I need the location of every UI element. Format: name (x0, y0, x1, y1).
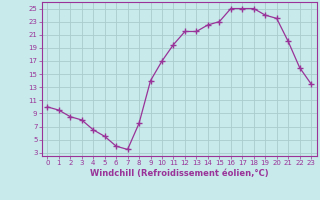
X-axis label: Windchill (Refroidissement éolien,°C): Windchill (Refroidissement éolien,°C) (90, 169, 268, 178)
